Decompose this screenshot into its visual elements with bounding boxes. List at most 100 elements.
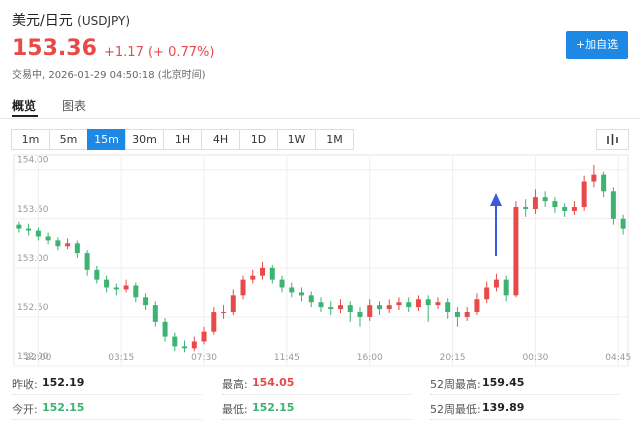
tab-underline — [12, 115, 38, 117]
candle-body — [376, 305, 382, 310]
annotation-arrow — [490, 193, 502, 256]
candle-body — [552, 201, 558, 208]
candle-body — [65, 243, 71, 247]
candle-body — [542, 197, 548, 202]
candle-body — [406, 302, 412, 308]
interval-bar: 1m 5m 15m 30m 1H 4H 1D 1W 1M — [11, 129, 354, 150]
stat-label: 52周最高: — [430, 378, 481, 391]
x-tick-label: 00:30 — [522, 353, 548, 363]
candle-body — [357, 312, 363, 317]
candle-body — [318, 302, 324, 308]
candle-body — [581, 181, 587, 208]
candle-body — [201, 331, 207, 342]
y-tick-label: 154.00 — [17, 156, 49, 166]
candle-body — [45, 236, 51, 241]
stat-value: 139.89 — [482, 401, 525, 414]
stat-divider — [430, 394, 620, 395]
candle-body — [454, 312, 460, 317]
candle-body — [523, 207, 529, 209]
candle-body — [562, 207, 568, 211]
tab[interactable]: 图表 — [62, 99, 87, 113]
interval-button[interactable]: 1M — [315, 129, 354, 150]
candle-body — [240, 279, 246, 296]
x-tick-label: 20:15 — [440, 353, 466, 363]
candle-body — [94, 269, 100, 280]
chart-type-icon — [607, 134, 618, 145]
candle-body — [26, 228, 32, 231]
interval-button[interactable]: 1W — [277, 129, 316, 150]
candle-body — [474, 299, 480, 313]
candle-body — [230, 295, 236, 313]
status-row: 交易中, 2026-01-29 04:50:18 (北京时间) — [12, 66, 206, 81]
candle-body — [415, 299, 421, 308]
candle-body — [464, 312, 470, 317]
candle-body — [328, 307, 334, 310]
chart: 152.00 152.50 153.00 153.50 154.00 22:00 03:15… — [13, 154, 631, 367]
x-tick-label: 07:30 — [191, 353, 217, 363]
candle-body — [182, 346, 188, 349]
candle-body — [337, 305, 343, 310]
candle-body — [104, 279, 110, 288]
candle-body — [172, 336, 178, 347]
candle-body — [152, 305, 158, 322]
interval-button[interactable]: 30m — [125, 129, 164, 150]
candle-body — [347, 305, 353, 313]
stat-label: 52周最低: — [430, 403, 481, 416]
stat-divider — [222, 394, 412, 395]
candle-body — [113, 287, 119, 290]
stat-label: 今开: — [12, 403, 38, 416]
candle-body — [133, 285, 139, 298]
status: 交易中, — [12, 70, 46, 81]
candle-body — [620, 218, 626, 229]
candle-body — [308, 295, 314, 303]
change: +1.17 — [104, 45, 144, 60]
y-tick-label: 153.00 — [17, 254, 49, 264]
stat-divider — [12, 419, 202, 420]
divider — [0, 118, 640, 119]
interval-button[interactable]: 1m — [11, 129, 50, 150]
interval-button[interactable]: 5m — [49, 129, 88, 150]
interval-button[interactable]: 4H — [201, 129, 240, 150]
candle-body — [221, 312, 227, 314]
candle-body — [269, 267, 275, 280]
candle-body — [445, 302, 451, 313]
candle-body — [601, 174, 607, 192]
tab[interactable]: 概览 — [12, 99, 37, 113]
candle-body — [610, 191, 616, 219]
candle-body — [191, 341, 197, 349]
candle-body — [386, 305, 392, 310]
candle-body — [143, 297, 149, 306]
candle-body — [425, 299, 431, 306]
stat-value: 154.05 — [252, 376, 295, 389]
candle-body — [35, 230, 41, 237]
interval-button[interactable]: 1H — [163, 129, 202, 150]
candle-body — [55, 240, 61, 247]
stat-divider — [12, 394, 202, 395]
stat-value: 152.19 — [42, 376, 85, 389]
stat-label: 最高: — [222, 378, 248, 391]
x-tick-label: 22:00 — [25, 353, 51, 363]
candle-body — [435, 302, 441, 306]
chart-type-button[interactable] — [596, 129, 629, 150]
candle-body — [289, 287, 295, 293]
candle-body — [571, 207, 577, 211]
x-tick-label: 04:45 — [605, 353, 631, 363]
stat-value: 152.15 — [252, 401, 295, 414]
candle-body — [591, 174, 597, 182]
y-tick-label: 152.00 — [17, 352, 49, 362]
price: 153.36 — [12, 36, 97, 61]
add-watchlist-button[interactable]: +加自选 — [566, 31, 628, 59]
candle-body — [74, 243, 80, 254]
candle-body — [250, 275, 256, 280]
y-tick-label: 153.50 — [17, 205, 49, 215]
stat-label: 最低: — [222, 403, 248, 416]
timestamp: 2026-01-29 04:50:18 (北京时间) — [48, 70, 206, 81]
pair-name: 美元/日元 — [12, 13, 73, 29]
pair-code: (USDJPY) — [77, 14, 131, 28]
candle-body — [367, 305, 373, 317]
change-row: +1.17 (+ 0.77%) — [104, 45, 214, 60]
stat-value: 159.45 — [482, 376, 525, 389]
change-pct: (+ 0.77%) — [147, 45, 215, 60]
candle-body — [279, 279, 285, 288]
